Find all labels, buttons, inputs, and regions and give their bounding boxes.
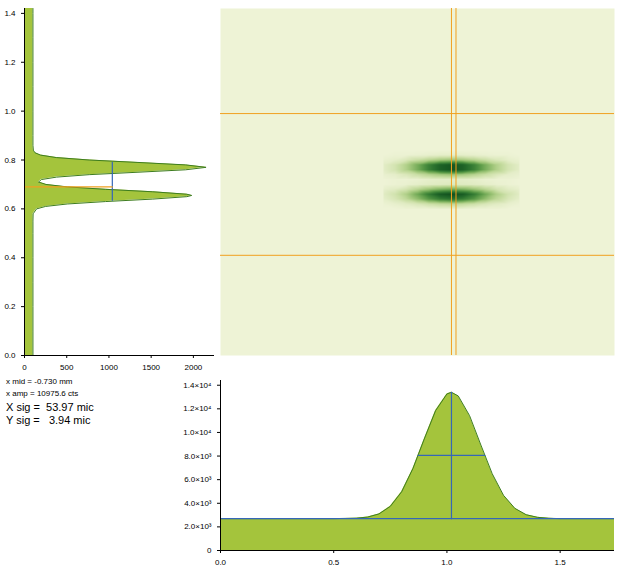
html-text:Y sig = 3.94 mic: Y sig = 3.94 mic	[6, 414, 91, 426]
svg-text:0.0: 0.0	[215, 558, 227, 567]
svg-text:4.0×10³: 4.0×10³	[184, 499, 212, 508]
svg-text:6.0×10³: 6.0×10³	[184, 475, 212, 484]
html-text:X sig = 53.97 mic: X sig = 53.97 mic	[6, 401, 94, 413]
svg-text:1.0×10⁴: 1.0×10⁴	[183, 428, 212, 437]
svg-text:1000: 1000	[100, 363, 118, 372]
svg-text:0.5: 0.5	[328, 558, 340, 567]
svg-text:1.0: 1.0	[441, 558, 453, 567]
svg-text:8.0×10³: 8.0×10³	[184, 452, 212, 461]
svg-text:1.2×10⁴: 1.2×10⁴	[183, 404, 212, 413]
svg-text:2.0×10³: 2.0×10³	[184, 522, 212, 531]
svg-text:0.6: 0.6	[4, 204, 16, 213]
svg-text:1.2: 1.2	[4, 58, 16, 67]
svg-text:1.5: 1.5	[555, 558, 567, 567]
svg-text:1.4×10⁴: 1.4×10⁴	[183, 381, 212, 390]
svg-text:1500: 1500	[142, 363, 160, 372]
svg-text:0.0: 0.0	[4, 351, 16, 360]
html-text:x mid = -0.730 mm: x mid = -0.730 mm	[6, 377, 73, 386]
svg-text:1.0: 1.0	[4, 107, 16, 116]
svg-text:1.4: 1.4	[4, 9, 16, 18]
svg-text:500: 500	[60, 363, 74, 372]
html-text:x amp = 10975.6 cts: x amp = 10975.6 cts	[6, 389, 79, 398]
svg-text:0.4: 0.4	[4, 253, 16, 262]
svg-text:0: 0	[22, 363, 27, 372]
svg-text:0: 0	[207, 546, 212, 555]
svg-text:0.8: 0.8	[4, 156, 16, 165]
svg-text:2000: 2000	[184, 363, 202, 372]
svg-text:0.2: 0.2	[4, 302, 16, 311]
